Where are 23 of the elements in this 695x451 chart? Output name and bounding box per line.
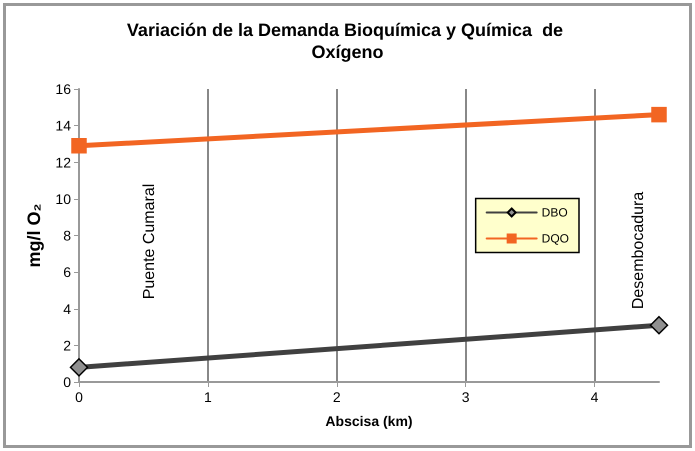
y-tick-label: 6 bbox=[63, 264, 72, 280]
y-axis-title: mg/l O₂ bbox=[24, 203, 44, 268]
y-tick-label: 2 bbox=[63, 337, 72, 354]
annotation: Desembocadura bbox=[630, 192, 648, 310]
x-tick-label: 1 bbox=[204, 389, 212, 405]
y-tick-label: 10 bbox=[55, 190, 72, 207]
y-tick-label: 0 bbox=[63, 374, 72, 390]
annotation: Puente Cumaral bbox=[140, 184, 158, 300]
y-tick-label: 4 bbox=[63, 300, 72, 317]
point bbox=[71, 138, 87, 154]
x-tick-label: 2 bbox=[332, 389, 341, 405]
x-tick-label: 4 bbox=[590, 389, 599, 405]
point bbox=[651, 106, 667, 122]
y-tick-label: 14 bbox=[55, 118, 72, 134]
x-axis-title: Abscisa (km) bbox=[325, 413, 413, 429]
legend-label: DQO bbox=[542, 232, 570, 246]
x-tick-label: 0 bbox=[75, 389, 84, 405]
legend-label: DBO bbox=[542, 206, 568, 220]
x-tick-label: 3 bbox=[462, 389, 470, 405]
y-tick-label: 12 bbox=[55, 154, 72, 170]
y-tick-label: 16 bbox=[55, 81, 72, 97]
chart-title: Variación de la Demanda Bioquímica y Química de Oxígeno bbox=[126, 20, 568, 62]
y-tick-label: 8 bbox=[63, 228, 72, 244]
